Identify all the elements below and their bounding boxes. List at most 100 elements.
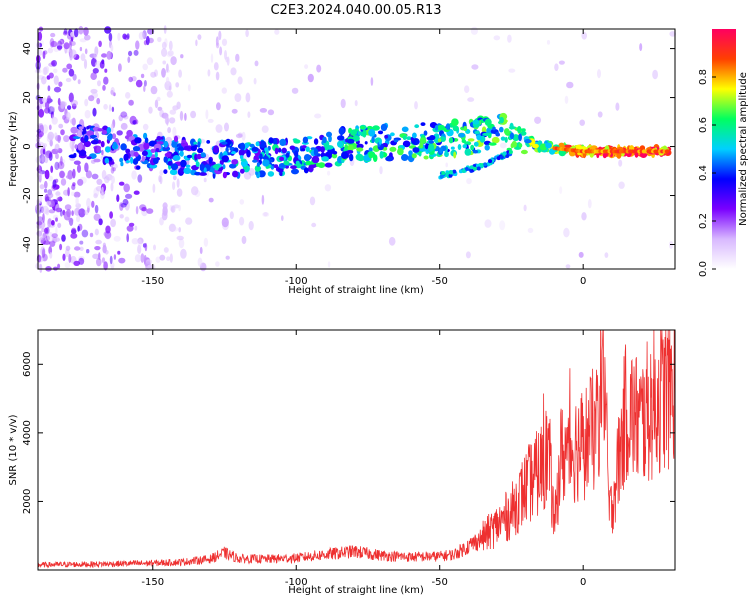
noise-blob bbox=[559, 186, 563, 195]
signal-blob bbox=[240, 168, 245, 174]
signal-blob bbox=[240, 142, 246, 151]
noise-blob bbox=[581, 212, 587, 221]
noise-blob bbox=[247, 111, 251, 118]
noise-blob bbox=[98, 40, 102, 47]
signal-blob bbox=[183, 145, 191, 151]
signal-blob bbox=[74, 144, 78, 150]
signal-blob bbox=[372, 125, 380, 131]
noise-blob bbox=[179, 110, 184, 121]
noise-blob bbox=[281, 215, 284, 222]
y-tick-label: 0 bbox=[22, 143, 33, 149]
signal-blob bbox=[267, 171, 275, 177]
signal-blob bbox=[451, 118, 459, 126]
noise-blob bbox=[178, 69, 183, 78]
noise-blob bbox=[110, 182, 114, 192]
noise-blob bbox=[96, 257, 102, 267]
signal-blob bbox=[274, 147, 279, 155]
noise-blob bbox=[253, 77, 257, 85]
noise-blob bbox=[44, 169, 50, 180]
noise-blob bbox=[47, 85, 51, 92]
noise-blob bbox=[53, 68, 58, 74]
noise-blob bbox=[148, 106, 153, 114]
signal-blob bbox=[488, 142, 497, 146]
noise-blob bbox=[45, 200, 51, 206]
noise-blob bbox=[225, 255, 230, 260]
signal-blob bbox=[125, 148, 131, 154]
signal-blob bbox=[356, 147, 364, 152]
noise-blob bbox=[131, 170, 137, 180]
noise-blob bbox=[49, 38, 55, 48]
noise-blob bbox=[74, 246, 81, 251]
noise-blob bbox=[327, 261, 331, 268]
y-tick-label: -20 bbox=[22, 187, 33, 203]
noise-blob bbox=[91, 200, 95, 208]
signal-blob bbox=[402, 140, 411, 148]
signal-blob bbox=[521, 128, 526, 132]
signal-blob bbox=[133, 151, 139, 157]
signal-blob bbox=[86, 156, 92, 160]
signal-blob bbox=[197, 147, 204, 154]
noise-blob bbox=[100, 192, 105, 200]
noise-blob bbox=[172, 126, 177, 137]
signal-blob bbox=[412, 147, 420, 153]
noise-blob bbox=[66, 63, 73, 70]
secondary-blob bbox=[499, 155, 504, 160]
colorbar-label: Normalized spectral amplitude bbox=[738, 72, 749, 226]
signal-blob bbox=[423, 130, 428, 136]
signal-blob bbox=[84, 135, 89, 142]
noise-blob bbox=[94, 204, 99, 214]
noise-blob bbox=[470, 26, 478, 35]
spectrogram-frame bbox=[37, 28, 676, 270]
signal-blob bbox=[163, 169, 168, 175]
noise-blob bbox=[340, 98, 346, 109]
noise-blob bbox=[84, 48, 88, 55]
noise-blob bbox=[63, 42, 70, 50]
signal-blob bbox=[291, 168, 299, 175]
noise-blob bbox=[94, 60, 102, 69]
noise-blob bbox=[116, 194, 120, 202]
noise-blob bbox=[669, 31, 676, 37]
signal-blob bbox=[482, 132, 491, 136]
signal-blob bbox=[439, 147, 443, 154]
secondary-blob bbox=[445, 172, 450, 177]
noise-blob bbox=[72, 73, 77, 81]
noise-blob bbox=[190, 110, 197, 119]
noise-blob bbox=[91, 173, 99, 180]
signal-blob bbox=[305, 160, 312, 166]
signal-blob bbox=[484, 118, 492, 126]
signal-blob bbox=[101, 130, 108, 135]
noise-blob bbox=[46, 95, 52, 105]
noise-blob bbox=[215, 71, 220, 81]
noise-blob bbox=[59, 243, 63, 251]
noise-blob bbox=[210, 53, 214, 63]
noise-blob bbox=[224, 122, 229, 132]
noise-blob bbox=[96, 178, 103, 185]
signal-blob bbox=[564, 144, 572, 148]
signal-blob bbox=[311, 155, 320, 164]
noise-blob bbox=[143, 80, 147, 87]
signal-blob bbox=[221, 155, 229, 163]
signal-blob bbox=[346, 138, 355, 144]
noise-blob bbox=[104, 231, 112, 239]
signal-blob bbox=[419, 141, 424, 149]
secondary-blob bbox=[479, 164, 484, 169]
noise-blob bbox=[159, 217, 164, 226]
colorbar-tick-label: 0.2 bbox=[698, 213, 709, 229]
noise-blob bbox=[108, 32, 113, 42]
noise-blob bbox=[180, 248, 187, 259]
noise-blob bbox=[178, 227, 181, 233]
noise-blob bbox=[508, 68, 516, 73]
noise-blob bbox=[78, 208, 86, 218]
noise-blob bbox=[546, 40, 551, 45]
noise-blob bbox=[103, 76, 109, 85]
noise-blob bbox=[187, 84, 191, 92]
noise-blob bbox=[215, 36, 219, 46]
noise-blob bbox=[133, 190, 140, 195]
noise-blob bbox=[144, 242, 148, 252]
noise-blob bbox=[169, 109, 177, 115]
noise-blob bbox=[104, 68, 108, 73]
noise-blob bbox=[43, 240, 51, 245]
noise-blob bbox=[66, 112, 71, 120]
noise-blob bbox=[235, 53, 240, 62]
noise-blob bbox=[67, 217, 74, 223]
